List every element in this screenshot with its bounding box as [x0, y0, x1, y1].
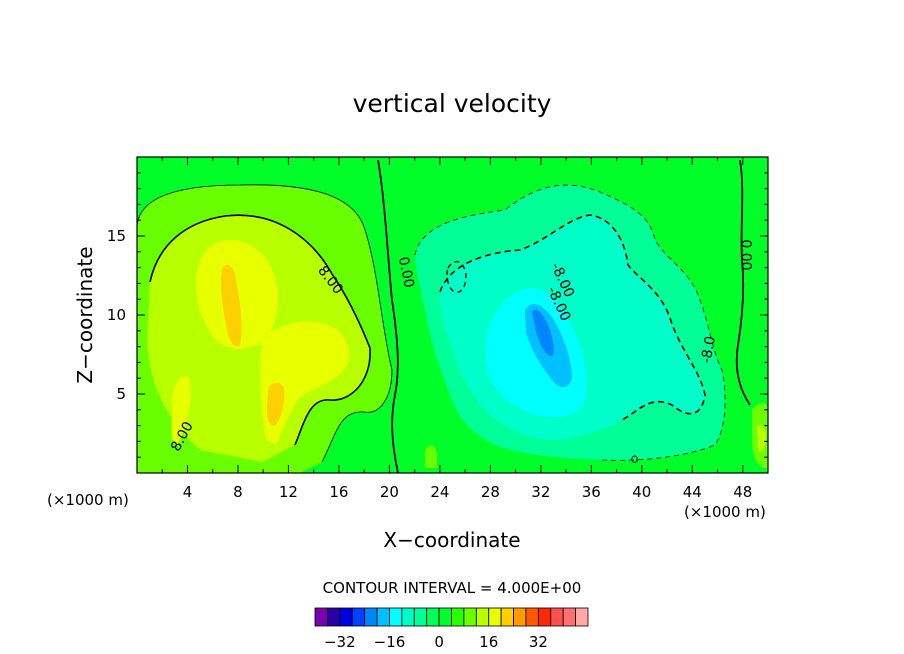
colorbar-swatch-12: [463, 607, 477, 627]
contour-label-5: -8.0: [698, 335, 719, 365]
y-tick-label-1: 10: [107, 306, 126, 324]
colorbar-swatch-17: [525, 607, 539, 627]
x-tick-label-5: 24: [430, 483, 449, 501]
colorbar-swatch-2: [339, 607, 353, 627]
colorbar-swatch-18: [537, 607, 552, 627]
colorbar-swatch-7: [401, 607, 415, 627]
colorbar-swatch-21: [575, 607, 589, 627]
x-unit-right: (×1000 m): [684, 503, 766, 521]
colorbar-swatch-11: [451, 607, 465, 627]
contour-fill-bottom-blob: [425, 445, 437, 468]
colorbar-swatch-20: [562, 607, 576, 627]
colorbar-swatch-10: [438, 607, 452, 627]
contour-lines: [137, 159, 751, 473]
x-tick-label-8: 36: [582, 483, 601, 501]
x-tick-label-1: 8: [233, 483, 243, 501]
x-tick-label-3: 16: [329, 483, 348, 501]
x-tick-label-0: 4: [183, 483, 193, 501]
contour-line-4: [137, 184, 393, 463]
y-tick-label-2: 15: [107, 227, 126, 245]
contour-fill-right-edge-inner: [757, 424, 766, 452]
contour-fill-16-upper: [221, 264, 242, 347]
colorbar-tick-label-1: −16: [374, 633, 406, 651]
x-tick-label-11: 48: [733, 483, 752, 501]
colorbar-swatch-14: [488, 607, 502, 627]
contour-fill-12-lower: [260, 321, 350, 445]
colorbar-swatch-4: [364, 607, 378, 627]
contour-label-6: 0.00: [737, 239, 753, 270]
contour-interval-text: CONTOUR INTERVAL = 4.000E+00: [323, 579, 582, 597]
contour-fill-neg20: [532, 309, 554, 356]
colorbar-swatch-1: [327, 607, 341, 627]
colorbar-tick-label-4: 32: [529, 633, 548, 651]
colorbar-swatch-15: [500, 607, 514, 627]
colorbar-swatch-6: [389, 607, 403, 627]
contour-line-neg8-small: [446, 260, 467, 294]
colorbar-tick-label-3: 16: [479, 633, 498, 651]
colorbar-swatch-8: [413, 607, 428, 627]
x-tick-label-10: 44: [683, 483, 702, 501]
x-axis: 4 8 12 16 20 24 28 32 36 40 44 48: [161, 157, 752, 501]
colorbar-tick-label-2: 0: [434, 633, 444, 651]
x-tick-label-9: 40: [632, 483, 651, 501]
contour-line-zero-right: [735, 159, 751, 406]
x-tick-label-4: 20: [380, 483, 399, 501]
y-tick-label-0: 5: [116, 385, 126, 403]
contour-fill-12-small: [171, 375, 191, 444]
colorbar-tick-label-0: −32: [324, 633, 356, 651]
colorbar-swatch-0: [314, 607, 328, 627]
x-tick-label-7: 32: [531, 483, 550, 501]
chart-title: vertical velocity: [353, 89, 552, 118]
x-tick-label-6: 28: [481, 483, 500, 501]
contour-label-1: 0.00: [395, 255, 417, 289]
contour-line-small-loop: [631, 455, 638, 463]
colorbar-swatch-5: [376, 607, 390, 627]
colorbar-swatch-9: [426, 607, 440, 627]
contour-line-neg8: [439, 214, 706, 421]
x-axis-label: X−coordinate: [383, 528, 520, 552]
colorbar: −32 −16 0 16 32: [314, 607, 589, 651]
x-tick-label-2: 12: [279, 483, 298, 501]
colorbar-swatch-16: [513, 607, 527, 627]
contour-field: 8.00 0.00 -8.00-8.008.00-8.00.00: [137, 157, 768, 473]
y-axis: 5 10 15: [107, 172, 768, 458]
contour-line-8: [149, 214, 371, 446]
colorbar-swatch-19: [550, 607, 564, 627]
colorbar-swatch-13: [475, 607, 490, 627]
contour-line-zero-mid: [377, 159, 399, 473]
y-axis-label: Z−coordinate: [73, 246, 97, 383]
contour-fill-16-lower: [266, 382, 285, 426]
x-unit-left: (×1000 m): [47, 491, 129, 509]
colorbar-swatch-3: [351, 607, 366, 627]
